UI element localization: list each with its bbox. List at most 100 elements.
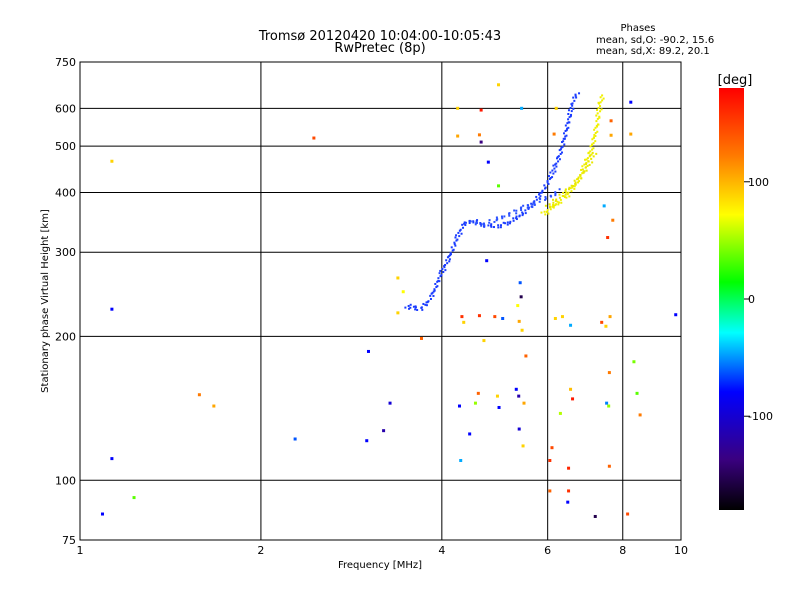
o-mode-point [448,258,451,261]
o-mode-point [468,220,471,223]
o-mode-point [508,222,511,225]
y-tick-label: 750 [55,56,76,69]
o-mode-point [515,217,518,220]
y-tick-label: 75 [62,534,76,547]
x-mode-point [598,115,601,118]
o-mode-point [438,280,441,283]
o-mode-point [521,214,524,217]
x-mode-point [593,133,596,136]
x-mode-point [588,163,591,166]
echo-point [495,394,499,398]
o-mode-point [554,170,557,173]
echo-point [558,411,562,415]
x-mode-point [557,203,560,206]
x-mode-point [591,143,594,146]
o-mode-point [570,113,573,116]
echo-point [517,394,521,398]
x-mode-point [547,212,550,215]
o-mode-point [463,222,466,225]
o-mode-point [468,222,471,225]
echo-point [312,136,316,140]
o-mode-point [538,193,541,196]
x-mode-point [562,195,565,198]
o-mode-point [564,124,567,127]
x-tick-label: 6 [544,544,551,557]
o-mode-point [563,132,566,135]
o-mode-point [547,182,550,185]
echo-point [110,457,114,461]
x-mode-point [596,130,599,133]
o-mode-point [520,206,523,209]
o-mode-point [462,226,465,229]
o-mode-point [425,301,428,304]
x-mode-point [602,97,605,100]
o-mode-point [482,222,485,225]
x-mode-point [552,198,555,201]
echo-point [635,391,639,395]
o-mode-point [425,304,428,307]
o-mode-point [503,215,506,218]
x-mode-point [552,201,555,204]
o-mode-point [524,209,527,212]
x-mode-point [596,123,599,126]
x-mode-point [584,158,587,161]
x-mode-point [546,209,549,212]
o-mode-point [561,141,564,144]
x-mode-point [567,191,570,194]
x-mode-point [570,190,573,193]
o-mode-point [568,116,571,119]
echo-point [629,132,633,136]
x-mode-point [594,126,597,129]
o-mode-point [558,149,561,152]
echo-point [522,401,526,405]
o-mode-point [571,102,574,105]
o-mode-point [416,308,419,311]
o-mode-point [566,127,569,130]
echo-point [473,401,477,405]
x-mode-point [577,181,580,184]
o-mode-point [430,292,433,295]
o-mode-point [435,286,438,289]
x-mode-point [554,204,557,207]
echo-point [638,413,642,417]
x-mode-point [552,204,555,207]
x-mode-point [577,176,580,179]
x-mode-point [544,213,547,216]
echo-point [479,140,483,144]
echo-point [110,307,114,311]
x-mode-point [574,182,577,185]
echo-point [401,290,405,294]
x-mode-point [582,171,585,174]
o-mode-point [520,209,523,212]
o-mode-point [564,129,567,132]
echo-point [604,324,608,328]
o-mode-point [408,307,411,310]
x-mode-point [568,186,571,189]
o-mode-point [533,203,536,206]
o-mode-point [496,218,499,221]
x-mode-point [589,150,592,153]
o-mode-point [522,204,525,207]
x-mode-point [578,180,581,183]
colorbar-ticks: 100 0 -100 [744,176,773,423]
x-mode-point [573,185,576,188]
echo-point [611,218,615,222]
x-mode-point [566,193,569,196]
o-mode-point [407,304,410,307]
o-mode-point [538,192,541,195]
o-mode-point [544,197,547,200]
x-mode-point [552,206,555,209]
x-mode-point [548,203,551,206]
echo-point [548,489,552,493]
x-mode-point [564,189,567,192]
o-mode-point [421,308,424,311]
o-mode-point [460,232,463,235]
x-mode-point [587,151,590,154]
o-mode-point [533,200,536,203]
x-mode-point [549,208,552,211]
o-mode-point [483,224,486,227]
x-tick-label: 10 [674,544,688,557]
o-mode-point [558,188,561,191]
x-mode-point [591,148,594,151]
o-mode-point [426,301,429,304]
